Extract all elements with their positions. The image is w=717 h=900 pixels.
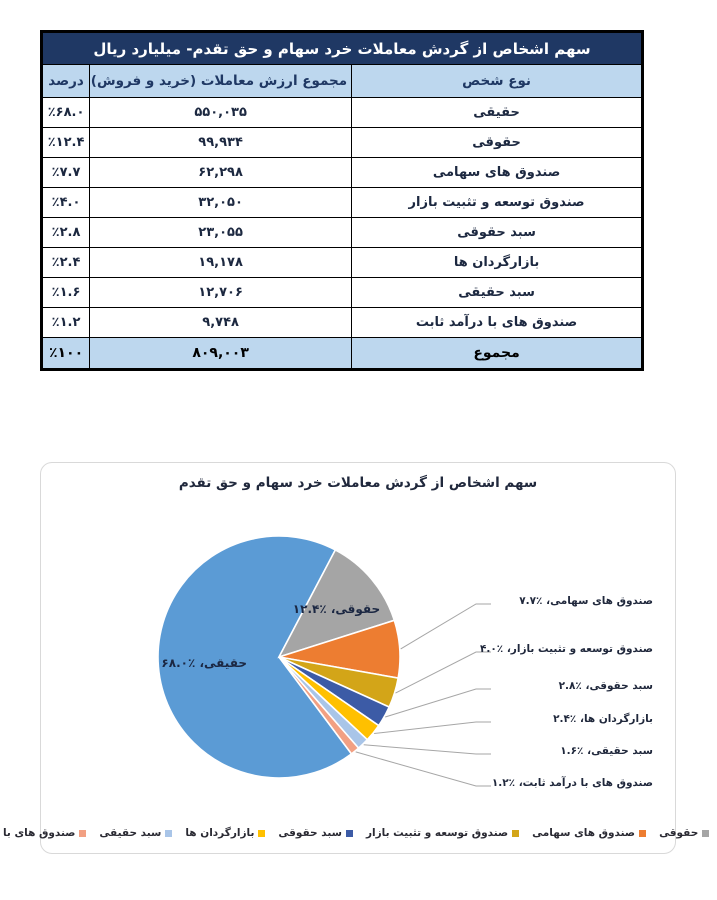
table-row: حقیقی ۵۵۰,۰۳۵ ٪۶۸.۰ — [40, 97, 643, 128]
pie-inside-label: حقوقی، ٪۱۲.۴ — [292, 601, 381, 616]
total-label: مجموع — [351, 337, 643, 370]
table-title-row: سهم اشخاص از گردش معاملات خرد سهام و حق … — [41, 31, 643, 65]
cell-type: صندوق های با درآمد ثابت — [351, 307, 643, 338]
cell-value: ۹۹,۹۳۴ — [89, 127, 353, 158]
legend-label: صندوق توسعه و تثبیت بازار — [365, 827, 509, 839]
cell-percent: ٪۱۲.۴ — [40, 127, 91, 158]
legend-label: صندوق های با درآمد ثابت — [0, 827, 76, 839]
legend-marker-icon — [165, 829, 173, 837]
table-row: صندوق های سهامی ۶۲,۲۹۸ ٪۷.۷ — [40, 157, 643, 188]
cell-value: ۵۵۰,۰۳۵ — [89, 97, 353, 128]
legend-marker-icon — [79, 829, 87, 837]
table-row: سبد حقیقی ۱۲,۷۰۶ ٪۱.۶ — [40, 277, 643, 308]
leader-line — [395, 651, 491, 694]
pie-slice — [277, 548, 396, 659]
pie-slice — [278, 656, 360, 756]
cell-type: سبد حقوقی — [351, 217, 643, 248]
leader-line — [400, 603, 491, 650]
col-header-value: مجموع ارزش معاملات (خرید و فروش) — [89, 64, 353, 98]
legend-label: حقوقی — [659, 827, 699, 839]
pie-callout-label: صندوق های با درآمد ثابت، ٪۱.۲ — [491, 777, 653, 789]
leader-line — [355, 751, 491, 787]
table-row: صندوق های با درآمد ثابت ۹,۷۴۸ ٪۱.۲ — [40, 307, 643, 338]
chart-title: سهم اشخاص از گردش معاملات خرد سهام و حق … — [178, 475, 538, 491]
cell-type: سبد حقیقی — [351, 277, 643, 308]
table-header-row: نوع شخص مجموع ارزش معاملات (خرید و فروش)… — [40, 64, 643, 98]
table-total-row: مجموع ۸۰۹,۰۰۳ ٪۱۰۰ — [40, 337, 643, 370]
cell-percent: ٪۷.۷ — [40, 157, 91, 188]
cell-value: ۹,۷۴۸ — [89, 307, 353, 338]
pie-callout-label: صندوق توسعه و تثبیت بازار، ٪۴.۰ — [479, 643, 653, 655]
pie-callout-label: سبد حقوقی، ٪۲.۸ — [558, 680, 653, 692]
table-title: سهم اشخاص از گردش معاملات خرد سهام و حق … — [41, 31, 643, 65]
col-header-percent: درصد — [40, 64, 91, 98]
legend-marker-icon — [258, 829, 266, 837]
total-percent: ٪۱۰۰ — [40, 337, 91, 370]
cell-value: ۲۳,۰۵۵ — [89, 217, 353, 248]
pie-slice — [157, 535, 353, 779]
legend-label: بازارگردان ها — [185, 827, 255, 839]
cell-value: ۶۲,۲۹۸ — [89, 157, 353, 188]
cell-value: ۳۲,۰۵۰ — [89, 187, 353, 218]
legend-item: سبد حقیقی — [99, 827, 173, 839]
legend-label: صندوق های سهامی — [532, 827, 636, 839]
cell-type: صندوق توسعه و تثبیت بازار — [351, 187, 643, 218]
pie-callout-label: سبد حقیقی، ٪۱.۶ — [560, 745, 653, 757]
cell-type: بازارگردان ها — [351, 247, 643, 278]
legend-item: صندوق توسعه و تثبیت بازار — [365, 827, 520, 839]
legend-marker-icon — [702, 829, 710, 837]
pie-chart-card: سهم اشخاص از گردش معاملات خرد سهام و حق … — [0, 462, 710, 854]
table-row: صندوق توسعه و تثبیت بازار ۳۲,۰۵۰ ٪۴.۰ — [40, 187, 643, 218]
legend-marker-icon — [639, 829, 647, 837]
cell-type: حقوقی — [351, 127, 643, 158]
cell-type: حقیقی — [351, 97, 643, 128]
legend-label: سبد حقوقی — [278, 827, 342, 839]
legend-marker-icon — [512, 829, 520, 837]
cell-type: صندوق های سهامی — [351, 157, 643, 188]
leader-line — [374, 721, 491, 734]
table-row: سبد حقوقی ۲۳,۰۵۵ ٪۲.۸ — [40, 217, 643, 248]
cell-percent: ٪۲.۸ — [40, 217, 91, 248]
pie-callout-label: بازارگردان ها، ٪۲.۴ — [553, 713, 653, 725]
legend-item: صندوق های سهامی — [532, 827, 647, 839]
leader-line — [363, 744, 491, 755]
share-table: سهم اشخاص از گردش معاملات خرد سهام و حق … — [40, 30, 644, 371]
leader-line — [385, 688, 491, 718]
cell-percent: ٪۶۸.۰ — [40, 97, 91, 128]
cell-percent: ٪۱.۶ — [40, 277, 91, 308]
legend-item: صندوق های با درآمد ثابت — [0, 827, 87, 839]
total-value: ۸۰۹,۰۰۳ — [89, 337, 353, 370]
legend-item: بازارگردان ها — [185, 827, 266, 839]
table-row: بازارگردان ها ۱۹,۱۷۸ ٪۲.۴ — [40, 247, 643, 278]
col-header-type: نوع شخص — [351, 64, 643, 98]
legend-label: سبد حقیقی — [99, 827, 162, 839]
legend-item: سبد حقوقی — [278, 827, 353, 839]
cell-percent: ٪۴.۰ — [40, 187, 91, 218]
cell-percent: ٪۲.۴ — [40, 247, 91, 278]
pie-inside-label: حقیقی، ٪۶۸.۰ — [161, 655, 247, 670]
cell-percent: ٪۱.۲ — [40, 307, 91, 338]
legend-item: حقوقی — [659, 827, 710, 839]
legend-marker-icon — [345, 829, 353, 837]
pie-callout-label: صندوق های سهامی، ٪۷.۷ — [519, 595, 653, 607]
cell-value: ۱۲,۷۰۶ — [89, 277, 353, 308]
cell-value: ۱۹,۱۷۸ — [89, 247, 353, 278]
pie-chart — [157, 535, 491, 787]
table-row: حقوقی ۹۹,۹۳۴ ٪۱۲.۴ — [40, 127, 643, 158]
